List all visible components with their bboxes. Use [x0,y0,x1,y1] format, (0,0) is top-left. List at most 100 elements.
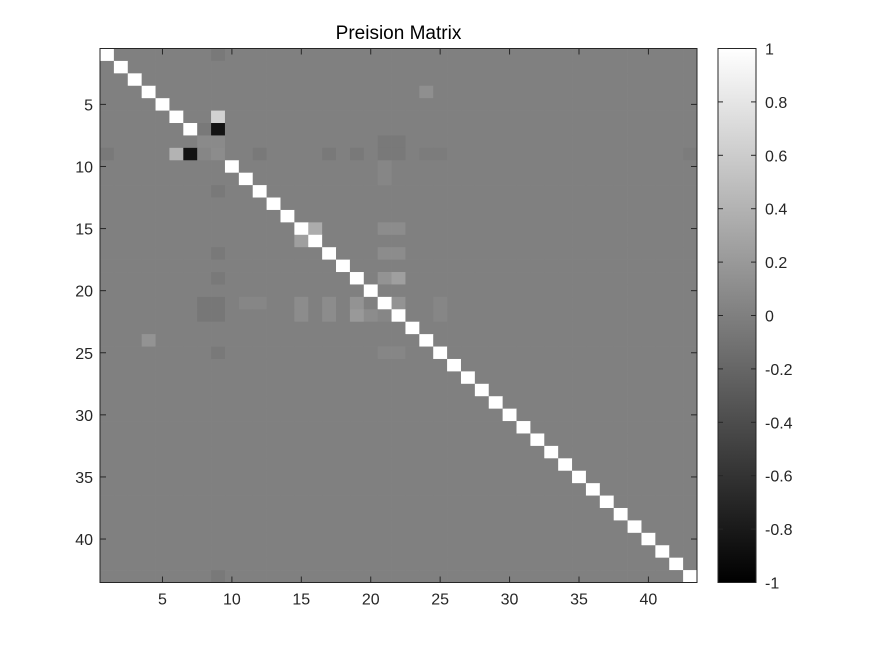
heatmap-cell [377,421,392,434]
heatmap-cell [585,495,601,509]
heatmap-cell [266,247,281,260]
heatmap-cell [669,209,684,223]
heatmap-cell [585,383,601,397]
heatmap-cell [100,60,115,74]
heatmap-cell [405,272,420,285]
heatmap-cell [169,48,184,62]
heatmap-cell [613,110,628,124]
heatmap-cell [252,197,267,211]
heatmap-cell [155,73,170,87]
heatmap-cell [294,185,309,198]
heatmap-cell [655,371,670,385]
heatmap-cell [100,98,115,111]
heatmap-cell [433,135,448,149]
heatmap-cell [322,160,337,174]
heatmap [100,48,698,583]
heatmap-cell [447,85,462,99]
heatmap-cell [169,458,184,472]
heatmap-cell [266,284,281,298]
heatmap-cell [266,147,281,161]
heatmap-cell [308,371,323,385]
heatmap-cell [460,60,476,74]
heatmap-cell [211,495,226,509]
heatmap-cell [266,222,281,236]
heatmap-cell [460,110,476,124]
heatmap-cell [155,358,170,372]
heatmap-cell [599,259,615,273]
heatmap-cell [488,458,503,472]
heatmap-cell [558,358,573,372]
heatmap-cell [502,396,517,409]
heatmap-cell [669,185,684,198]
heatmap-cell [530,520,545,534]
heatmap-cell [280,545,295,559]
heatmap-cell [183,321,198,335]
heatmap-cell [127,247,143,260]
heatmap-cell [113,396,129,409]
heatmap-cell [391,483,406,496]
heatmap-cell [363,185,379,198]
heatmap-cell [238,445,254,459]
heatmap-cell [308,483,323,496]
heatmap-cell [488,346,503,360]
heatmap-cell [544,60,559,74]
heatmap-cell [516,185,531,198]
heatmap-cell [238,222,254,236]
heatmap-cell [516,48,531,62]
heatmap-cell [294,60,309,74]
heatmap-cell [474,532,490,546]
heatmap-cell [502,185,517,198]
heatmap-cell [585,458,601,472]
heatmap-cell [627,123,642,136]
heatmap-cell [224,135,240,149]
heatmap-cell [558,259,573,273]
heatmap-cell [419,123,434,136]
heatmap-cell [155,234,170,248]
heatmap-cell [127,396,143,409]
heatmap-cell [474,396,490,409]
heatmap-cell [100,160,115,174]
heatmap-cell [266,123,281,136]
heatmap-cell [183,334,198,347]
heatmap-cell [405,185,420,198]
heatmap-cell [238,421,254,434]
heatmap-cell [322,247,337,260]
heatmap-cell [460,532,476,546]
heatmap-cell [433,507,448,521]
heatmap-cell [169,147,184,161]
heatmap-cell [363,445,379,459]
heatmap-cell [377,296,392,310]
heatmap-cell [266,557,281,571]
heatmap-cell [113,135,129,149]
colorbar-tick-label: 0 [765,309,774,326]
heatmap-cell [683,247,698,260]
heatmap-cell [322,358,337,372]
heatmap-cell [294,495,309,509]
heatmap-cell [447,334,462,347]
heatmap-cell [127,147,143,161]
heatmap-cell [363,247,379,260]
heatmap-cell [155,458,170,472]
heatmap-cell [599,85,615,99]
heatmap-cell [599,272,615,285]
heatmap-cell [683,470,698,484]
heatmap-cell [155,408,170,422]
heatmap-cell [447,48,462,62]
heatmap-cell [322,495,337,509]
heatmap-cell [627,421,642,434]
heatmap-cell [252,458,267,472]
heatmap-cell [474,296,490,310]
heatmap-cell [599,445,615,459]
heatmap-cell [655,321,670,335]
heatmap-cell [460,135,476,149]
heatmap-cell [224,396,240,409]
heatmap-cell [113,309,129,323]
heatmap-cell [183,222,198,236]
heatmap-cell [322,209,337,223]
heatmap-cell [447,160,462,174]
axes-box [99,48,698,583]
heatmap-cell [322,371,337,385]
heatmap-cell [127,470,143,484]
heatmap-cell [113,371,129,385]
